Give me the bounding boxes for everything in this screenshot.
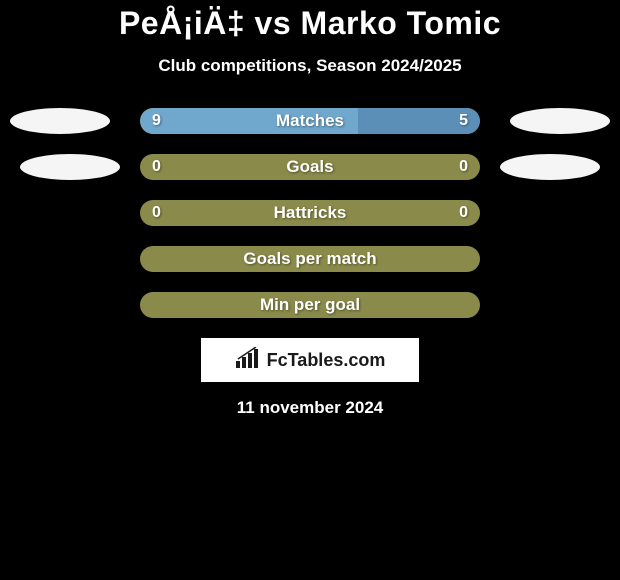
stat-row: 00Hattricks (140, 200, 480, 226)
stats-area: 95Matches 00Goals 00Hattricks Goals per mat… (0, 108, 620, 318)
comparison-card: PeÅ¡iÄ‡ vs Marko Tomic Club competitions… (0, 0, 620, 418)
stat-label: Goals per match (140, 246, 480, 272)
player-right-avatar-2 (500, 154, 600, 180)
player-left-avatar-1 (10, 108, 110, 134)
subtitle: Club competitions, Season 2024/2025 (0, 56, 620, 76)
logo-text: FcTables.com (267, 350, 386, 371)
bar-chart-icon (235, 347, 261, 374)
stat-label: Min per goal (140, 292, 480, 318)
stat-row: 95Matches (140, 108, 480, 134)
logo-box[interactable]: FcTables.com (201, 338, 419, 382)
logo: FcTables.com (235, 347, 386, 374)
player-right-avatar-1 (510, 108, 610, 134)
stat-row: 00Goals (140, 154, 480, 180)
stat-row: Min per goal (140, 292, 480, 318)
page-title: PeÅ¡iÄ‡ vs Marko Tomic (0, 5, 620, 42)
stat-label: Matches (140, 108, 480, 134)
date-label: 11 november 2024 (0, 398, 620, 418)
player-left-avatar-2 (20, 154, 120, 180)
stat-label: Hattricks (140, 200, 480, 226)
stat-row: Goals per match (140, 246, 480, 272)
stat-label: Goals (140, 154, 480, 180)
